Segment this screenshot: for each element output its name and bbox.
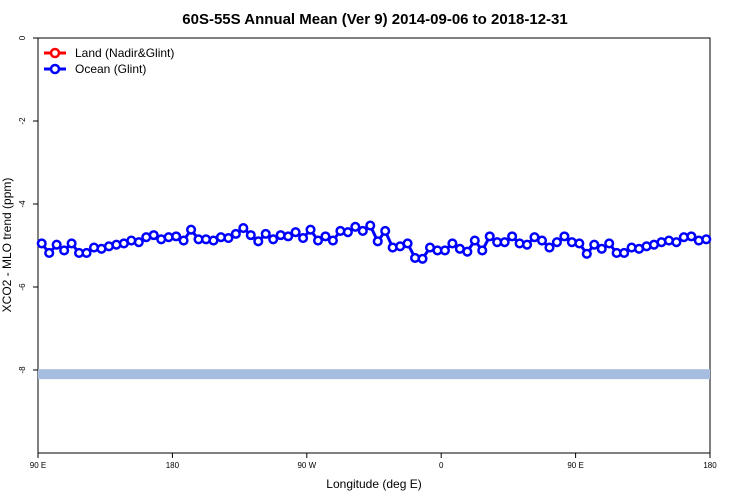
data-point — [439, 245, 450, 256]
data-point — [380, 225, 391, 237]
data-point — [701, 234, 712, 245]
data-point — [148, 230, 159, 241]
data-point — [327, 235, 338, 246]
series-1 — [36, 220, 712, 264]
x-tick-label: 90 E — [30, 461, 46, 470]
legend-marker-land — [49, 47, 61, 59]
data-point — [372, 236, 383, 247]
data-point — [522, 239, 533, 250]
data-point — [469, 235, 480, 246]
data-point — [417, 253, 428, 264]
data-point — [290, 227, 301, 238]
data-point — [298, 232, 309, 244]
legend: Land (Nadir&Glint) Ocean (Glint) — [44, 46, 174, 76]
data-point — [133, 237, 144, 248]
data-point — [342, 227, 353, 238]
data-point — [81, 247, 92, 259]
y-tick-label: -2 — [18, 117, 27, 125]
x-tick-label: 180 — [703, 461, 717, 470]
data-point — [462, 246, 473, 257]
data-point — [365, 220, 376, 231]
data-point — [484, 231, 495, 242]
data-point — [596, 243, 607, 254]
data-point — [253, 236, 264, 247]
data-point — [238, 223, 249, 234]
data-point — [223, 232, 234, 244]
data-point — [36, 238, 47, 249]
data-point — [686, 231, 697, 242]
baseline-band — [38, 369, 710, 380]
data-point — [507, 231, 518, 242]
data-point — [477, 245, 488, 256]
data-point — [581, 248, 592, 259]
data-point — [604, 238, 615, 249]
data-point — [574, 238, 585, 249]
data-point — [186, 224, 197, 235]
data-point — [499, 237, 510, 248]
data-point — [44, 247, 55, 259]
data-point — [305, 224, 316, 235]
data-point — [551, 237, 562, 248]
data-point — [283, 231, 294, 242]
data-point — [260, 228, 271, 239]
series-layer — [36, 220, 712, 264]
chart-title: 60S-55S Annual Mean (Ver 9) 2014-09-06 t… — [182, 11, 567, 28]
x-tick-label: 0 — [439, 461, 444, 470]
data-point — [619, 247, 630, 259]
legend-label-land: Land (Nadir&Glint) — [75, 46, 174, 60]
data-point — [402, 238, 413, 249]
x-tick-label: 90 W — [297, 461, 316, 470]
data-point — [320, 231, 331, 242]
data-point — [268, 234, 279, 245]
data-point — [245, 230, 256, 241]
data-point — [66, 238, 77, 249]
data-point — [51, 239, 62, 250]
data-point — [350, 221, 361, 232]
x-axis-label: Longitude (deg E) — [326, 477, 421, 491]
y-tick-label: -8 — [18, 366, 27, 374]
data-point — [230, 228, 241, 239]
y-tick-label: -4 — [18, 200, 27, 208]
data-point — [357, 225, 368, 237]
data-point — [59, 245, 70, 256]
data-point — [544, 242, 555, 253]
y-tick-label: 0 — [18, 35, 27, 40]
data-point — [312, 235, 324, 246]
data-point — [559, 231, 570, 242]
y-tick-label: -6 — [18, 283, 27, 291]
legend-label-ocean: Ocean (Glint) — [75, 62, 146, 76]
x-tick-label: 180 — [166, 461, 180, 470]
data-point — [536, 235, 548, 246]
data-point — [171, 231, 182, 242]
x-tick-label: 90 E — [567, 461, 583, 470]
y-axis-label: XCO2 - MLO trend (ppm) — [0, 178, 14, 313]
band-layer — [38, 369, 710, 380]
y-axis: 0 -2 -4 -6 -8 — [18, 35, 38, 374]
data-point — [447, 238, 458, 249]
data-point — [589, 239, 600, 250]
data-point — [671, 237, 682, 248]
x-axis: 90 E 180 90 W 0 90 E 180 — [30, 453, 717, 470]
legend-marker-ocean — [49, 63, 61, 75]
data-point — [178, 235, 189, 246]
